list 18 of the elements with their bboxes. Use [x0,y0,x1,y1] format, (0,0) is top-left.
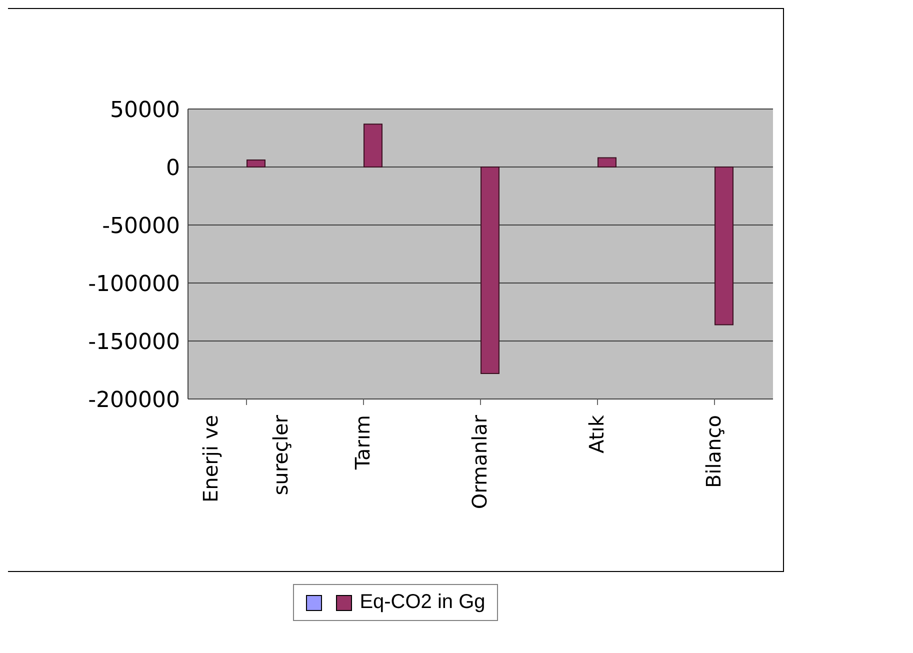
bar [246,160,266,168]
y-tick-label: 0 [166,156,180,181]
y-tick-label: 50000 [110,98,180,123]
category-label: Enerji ve sureçler [198,415,292,502]
y-tick-label: -200000 [88,388,180,413]
y-tick-label: -100000 [88,272,180,297]
x-tick-label: Ormanlar [468,414,492,510]
bar [480,166,500,374]
bar [598,157,616,168]
bar [714,166,734,326]
x-tick-label: Bilanço [702,415,726,488]
x-tick-label: Tarım [350,415,374,470]
legend-box: Eq-CO2 in Gg [292,584,498,621]
bar [364,124,382,168]
y-tick-label: -50000 [102,214,180,239]
legend-label: Eq-CO2 in Gg [360,591,486,614]
x-tick-label: Atık [584,414,608,454]
y-tick-label: -150000 [88,330,180,355]
